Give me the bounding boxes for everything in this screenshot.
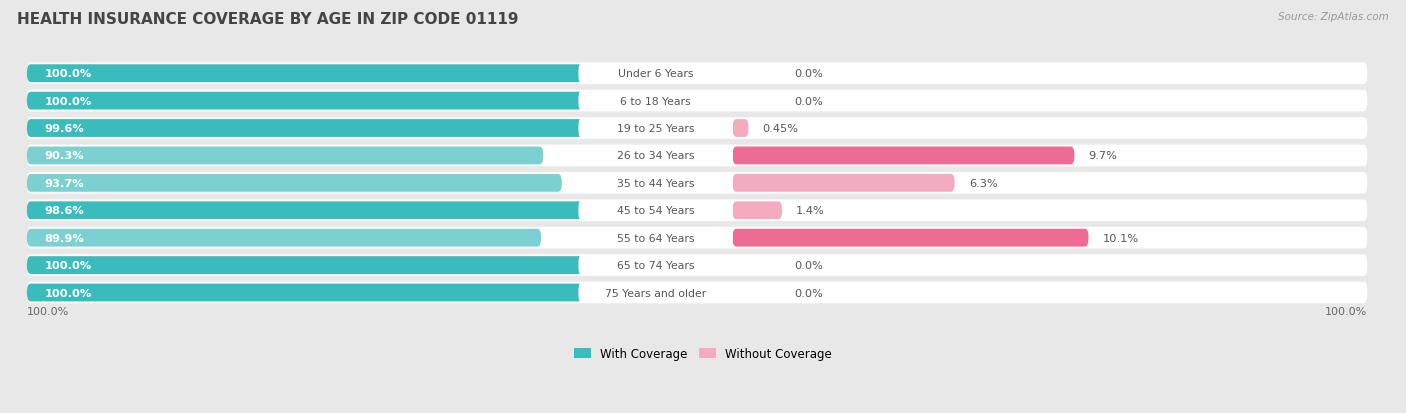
- FancyBboxPatch shape: [27, 175, 562, 192]
- FancyBboxPatch shape: [27, 255, 1367, 276]
- Text: 0.0%: 0.0%: [794, 69, 823, 79]
- FancyBboxPatch shape: [733, 229, 1088, 247]
- FancyBboxPatch shape: [733, 175, 955, 192]
- Text: 6.3%: 6.3%: [969, 178, 998, 188]
- Text: HEALTH INSURANCE COVERAGE BY AGE IN ZIP CODE 01119: HEALTH INSURANCE COVERAGE BY AGE IN ZIP …: [17, 12, 519, 27]
- FancyBboxPatch shape: [27, 173, 1367, 194]
- FancyBboxPatch shape: [27, 65, 596, 83]
- Text: 100.0%: 100.0%: [45, 69, 91, 79]
- Text: 9.7%: 9.7%: [1088, 151, 1118, 161]
- Text: 89.9%: 89.9%: [45, 233, 84, 243]
- FancyBboxPatch shape: [578, 64, 733, 84]
- Text: 55 to 64 Years: 55 to 64 Years: [617, 233, 695, 243]
- Text: 10.1%: 10.1%: [1102, 233, 1139, 243]
- FancyBboxPatch shape: [733, 147, 1074, 165]
- Text: 0.0%: 0.0%: [794, 96, 823, 107]
- FancyBboxPatch shape: [27, 256, 596, 274]
- Text: 26 to 34 Years: 26 to 34 Years: [617, 151, 695, 161]
- Text: 93.7%: 93.7%: [45, 178, 84, 188]
- FancyBboxPatch shape: [578, 283, 733, 303]
- FancyBboxPatch shape: [27, 120, 595, 138]
- FancyBboxPatch shape: [27, 93, 596, 110]
- Text: 6 to 18 Years: 6 to 18 Years: [620, 96, 690, 107]
- FancyBboxPatch shape: [578, 173, 733, 193]
- Text: 100.0%: 100.0%: [45, 261, 91, 271]
- FancyBboxPatch shape: [27, 202, 589, 220]
- Text: 75 Years and older: 75 Years and older: [605, 288, 706, 298]
- Text: 98.6%: 98.6%: [45, 206, 84, 216]
- FancyBboxPatch shape: [733, 120, 748, 138]
- Text: 90.3%: 90.3%: [45, 151, 84, 161]
- FancyBboxPatch shape: [27, 282, 1367, 304]
- Text: 100.0%: 100.0%: [1324, 306, 1367, 316]
- FancyBboxPatch shape: [578, 119, 733, 139]
- Text: 0.0%: 0.0%: [794, 261, 823, 271]
- FancyBboxPatch shape: [578, 256, 733, 275]
- Legend: With Coverage, Without Coverage: With Coverage, Without Coverage: [569, 342, 837, 365]
- FancyBboxPatch shape: [27, 147, 543, 165]
- Text: Under 6 Years: Under 6 Years: [617, 69, 693, 79]
- Text: 100.0%: 100.0%: [45, 288, 91, 298]
- FancyBboxPatch shape: [578, 146, 733, 166]
- Text: 19 to 25 Years: 19 to 25 Years: [617, 124, 695, 134]
- FancyBboxPatch shape: [27, 145, 1367, 167]
- Text: 1.4%: 1.4%: [796, 206, 825, 216]
- Text: 0.45%: 0.45%: [762, 124, 799, 134]
- Text: 45 to 54 Years: 45 to 54 Years: [617, 206, 695, 216]
- Text: 100.0%: 100.0%: [27, 306, 69, 316]
- FancyBboxPatch shape: [27, 227, 1367, 249]
- FancyBboxPatch shape: [578, 228, 733, 248]
- Text: Source: ZipAtlas.com: Source: ZipAtlas.com: [1278, 12, 1389, 22]
- FancyBboxPatch shape: [27, 118, 1367, 140]
- Text: 100.0%: 100.0%: [45, 96, 91, 107]
- FancyBboxPatch shape: [578, 91, 733, 112]
- FancyBboxPatch shape: [733, 202, 782, 220]
- FancyBboxPatch shape: [27, 90, 1367, 112]
- Text: 65 to 74 Years: 65 to 74 Years: [617, 261, 695, 271]
- FancyBboxPatch shape: [27, 284, 596, 301]
- FancyBboxPatch shape: [27, 229, 541, 247]
- FancyBboxPatch shape: [27, 200, 1367, 221]
- FancyBboxPatch shape: [27, 63, 1367, 85]
- Text: 35 to 44 Years: 35 to 44 Years: [617, 178, 695, 188]
- Text: 0.0%: 0.0%: [794, 288, 823, 298]
- FancyBboxPatch shape: [578, 201, 733, 221]
- Text: 99.6%: 99.6%: [45, 124, 84, 134]
